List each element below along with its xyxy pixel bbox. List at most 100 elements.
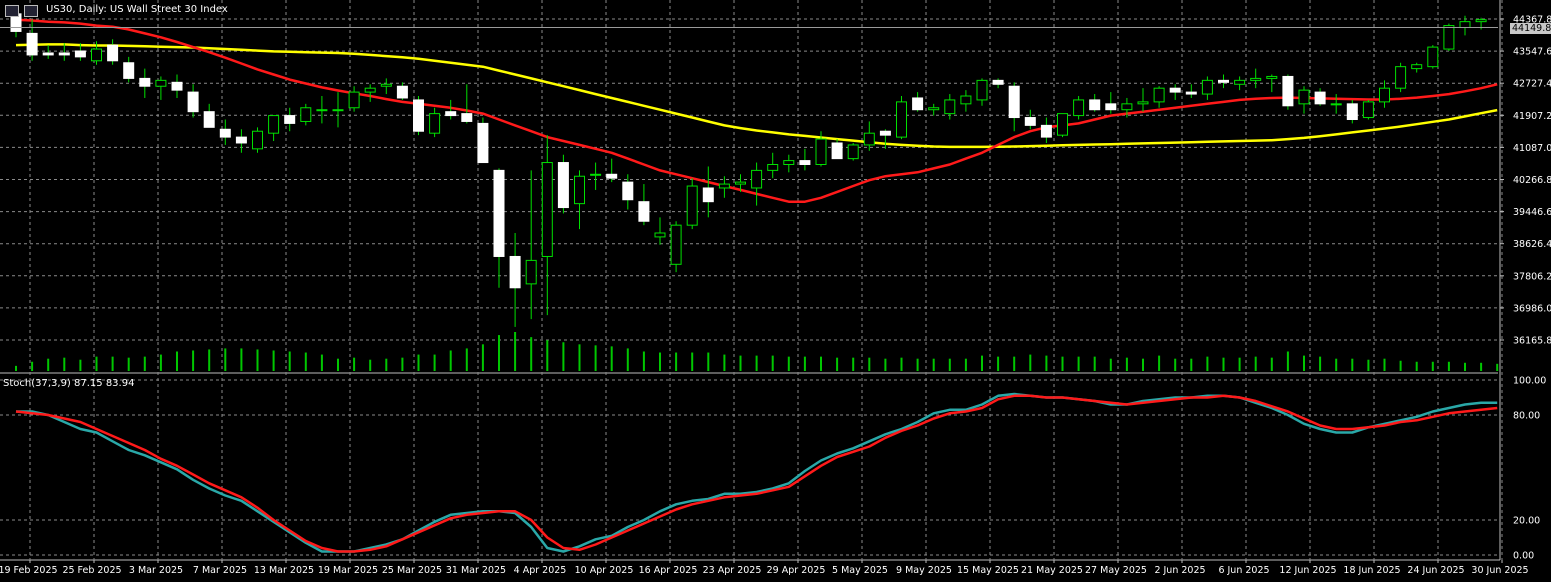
time-tick-label: 3 Mar 2025 — [129, 565, 183, 576]
price-tick-label: 40266.8 — [1513, 175, 1551, 186]
price-tick-label: 42727.4 — [1513, 79, 1551, 90]
time-tick-label: 6 Jun 2025 — [1218, 565, 1269, 576]
time-tick-label: 19 Feb 2025 — [0, 565, 58, 576]
candle-body — [1169, 87, 1181, 93]
candle-body — [783, 160, 795, 166]
candle-body — [155, 79, 167, 87]
price-tick-label: 38626.4 — [1513, 239, 1551, 250]
time-tick-label: 4 Apr 2025 — [514, 565, 567, 576]
candle-body — [912, 97, 924, 111]
candle-body — [960, 95, 972, 105]
time-tick-label: 18 Jun 2025 — [1343, 565, 1400, 576]
time-tick-label: 27 May 2025 — [1085, 565, 1147, 576]
candle-body — [1040, 124, 1052, 138]
candle-body — [654, 232, 666, 238]
symbol-title: US30, Daily: US Wall Street 30 Index — [46, 4, 228, 15]
candle-body — [1137, 101, 1149, 105]
candle-body — [1362, 101, 1374, 119]
time-tick-label: 24 Jun 2025 — [1407, 565, 1464, 576]
candle-body — [1153, 87, 1165, 103]
time-tick-label: 16 Apr 2025 — [639, 565, 698, 576]
candle-body — [702, 187, 714, 203]
candle-body — [1443, 25, 1455, 50]
candle-body — [1459, 21, 1471, 29]
time-tick-label: 23 Apr 2025 — [703, 565, 762, 576]
candle-body — [493, 169, 505, 257]
candle-body — [139, 77, 151, 87]
candle-body — [1024, 117, 1036, 126]
candle-body — [735, 181, 746, 185]
price-tick-label: 39446.6 — [1513, 207, 1551, 218]
time-tick-label: 10 Apr 2025 — [575, 565, 634, 576]
stoch-tick-label: 20.00 — [1513, 516, 1540, 527]
candle-body — [396, 85, 408, 99]
candle-body — [332, 109, 344, 112]
candle-body — [1089, 99, 1101, 111]
price-tick-label: 37806.2 — [1513, 271, 1551, 282]
candle-body — [171, 81, 183, 91]
candle-body — [300, 107, 312, 122]
time-tick-label: 15 May 2025 — [957, 565, 1019, 576]
candle-body — [380, 83, 392, 87]
stoch-tick-label: 80.00 — [1513, 411, 1540, 422]
candle-body — [268, 115, 280, 134]
candle-body — [622, 181, 634, 201]
time-tick-label: 13 Mar 2025 — [254, 565, 314, 576]
candle-body — [1201, 79, 1213, 95]
candle-body — [928, 107, 940, 111]
candle-body — [26, 32, 38, 56]
candle-body — [590, 173, 602, 176]
time-tick-label: 29 Apr 2025 — [767, 565, 826, 576]
candle-body — [252, 130, 263, 150]
price-tick-label: 41087.0 — [1513, 143, 1551, 154]
time-tick-label: 19 Mar 2025 — [318, 565, 378, 576]
candle-body — [718, 183, 730, 189]
candle-body — [219, 128, 231, 138]
ma-slow-line — [15, 43, 1498, 149]
candle-body — [1105, 103, 1117, 111]
chart-menu-icon[interactable] — [5, 5, 19, 17]
chart-type-icon[interactable] — [24, 5, 38, 17]
candle-body — [91, 48, 102, 62]
candle-body — [284, 115, 296, 124]
candle-body — [1185, 91, 1197, 95]
time-tick-label: 7 Mar 2025 — [193, 565, 247, 576]
time-tick-label: 5 May 2025 — [832, 565, 888, 576]
price-tick-label: 41907.2 — [1513, 111, 1551, 122]
candle-body — [1234, 79, 1246, 85]
candle-body — [203, 111, 215, 128]
candle-body — [606, 173, 618, 179]
price-tick-label: 44367.8 — [1513, 15, 1551, 26]
price-tick-label: 36165.8 — [1513, 336, 1551, 347]
candle-body — [1121, 103, 1133, 111]
time-tick-label: 31 Mar 2025 — [446, 565, 506, 576]
candle-body — [541, 162, 553, 257]
time-tick-label: 25 Mar 2025 — [382, 565, 442, 576]
candle-body — [1330, 103, 1342, 106]
candle-body — [1411, 64, 1423, 70]
time-tick-label: 30 Jun 2025 — [1471, 565, 1528, 576]
time-tick-label: 21 May 2025 — [1021, 565, 1083, 576]
candle-body — [509, 255, 521, 289]
candle-body — [574, 175, 585, 205]
indicator-title: Stoch(37,3,9) 87.15 83.94 — [3, 378, 135, 389]
time-tick-label: 2 Jun 2025 — [1154, 565, 1205, 576]
candle-body — [767, 164, 779, 171]
stoch-tick-label: 0.00 — [1513, 551, 1534, 562]
candle-body — [316, 109, 328, 112]
price-tick-label: 36986.0 — [1513, 303, 1551, 314]
candle-body — [477, 122, 489, 164]
candle-body — [799, 160, 811, 166]
candle-body — [638, 201, 650, 222]
candle-body — [1314, 91, 1326, 105]
candle-body — [1346, 103, 1358, 120]
candle-body — [863, 132, 875, 146]
candle-body — [1282, 75, 1294, 107]
candle-body — [831, 142, 843, 160]
candle-body — [461, 113, 473, 122]
price-tick-label: 43547.6 — [1513, 47, 1551, 58]
candle-body — [976, 79, 988, 101]
candle-body — [1266, 75, 1278, 79]
